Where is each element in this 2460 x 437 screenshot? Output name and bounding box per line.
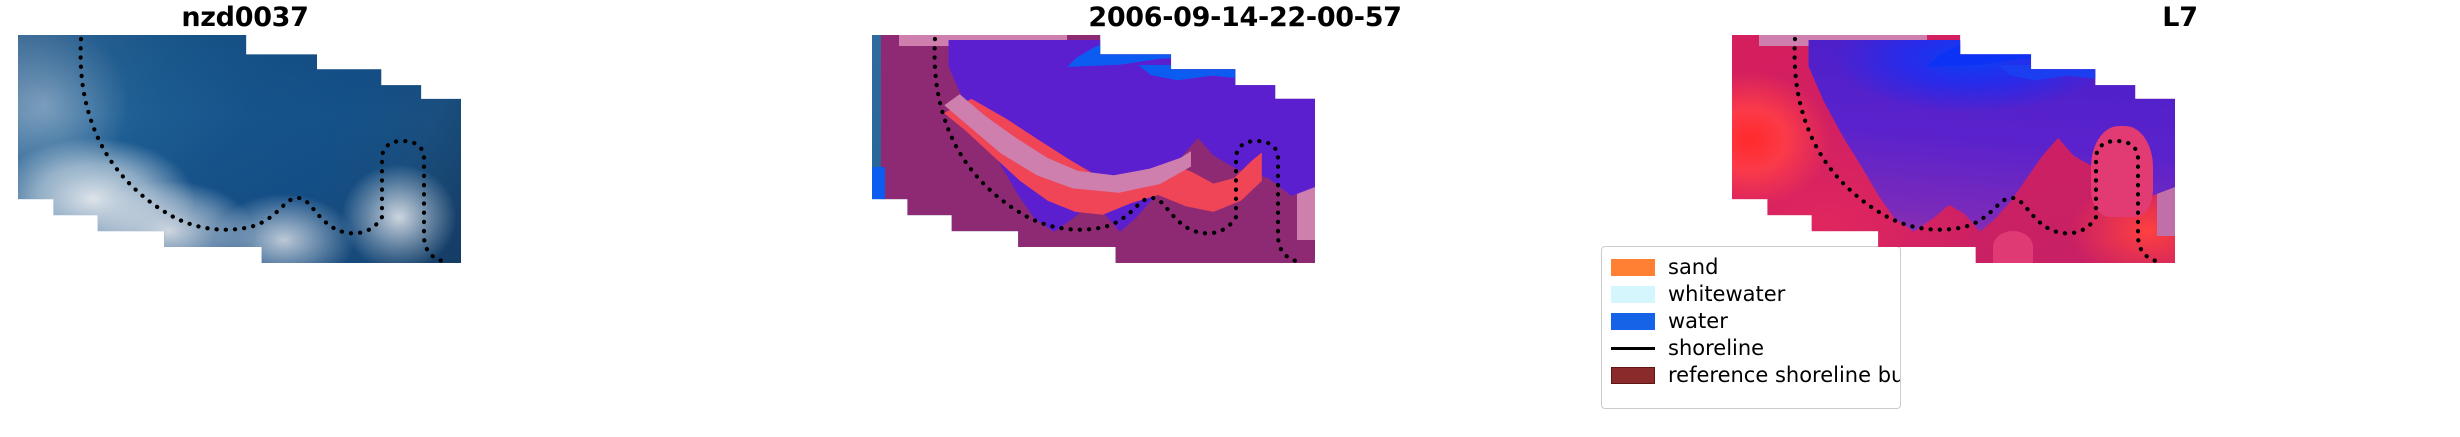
reference-shoreline-buffer-swatch <box>1611 367 1655 384</box>
water-swatch <box>1611 313 1655 330</box>
legend-label-water: water <box>1668 309 1728 333</box>
legend-item-whitewater: whitewater <box>1611 281 1891 308</box>
legend-label-whitewater: whitewater <box>1668 282 1786 306</box>
panel-classified: 2006-09-14-22-00-57 <box>820 0 1670 437</box>
panel-rgb-title: nzd0037 <box>181 2 309 33</box>
panel-rgb-image <box>18 35 461 263</box>
legend-item-water: water <box>1611 308 1891 335</box>
legend-label-sand: sand <box>1668 255 1719 279</box>
legend-label-shoreline: shoreline <box>1668 336 1765 360</box>
panel-rgb: nzd0037 <box>0 0 820 437</box>
legend-item-reference-shoreline-buffer: reference shoreline buffer <box>1611 362 1900 389</box>
legend-label-reference-shoreline-buffer: reference shoreline buffer <box>1668 363 1900 387</box>
sand-swatch <box>1611 259 1655 276</box>
panel-classified-image <box>872 35 1315 263</box>
panel-index-image <box>1732 35 2175 263</box>
legend-box: sand whitewater water shoreline referenc… <box>1601 246 1901 409</box>
legend-item-sand: sand <box>1611 254 1891 281</box>
panel-classified-title: 2006-09-14-22-00-57 <box>1088 2 1402 33</box>
legend-item-shoreline: shoreline <box>1611 335 1891 362</box>
shoreline-line-swatch <box>1611 340 1655 357</box>
panel-index-title: L7 <box>2162 2 2198 33</box>
panel-index: L7 <box>1670 0 2460 437</box>
whitewater-swatch <box>1611 286 1655 303</box>
